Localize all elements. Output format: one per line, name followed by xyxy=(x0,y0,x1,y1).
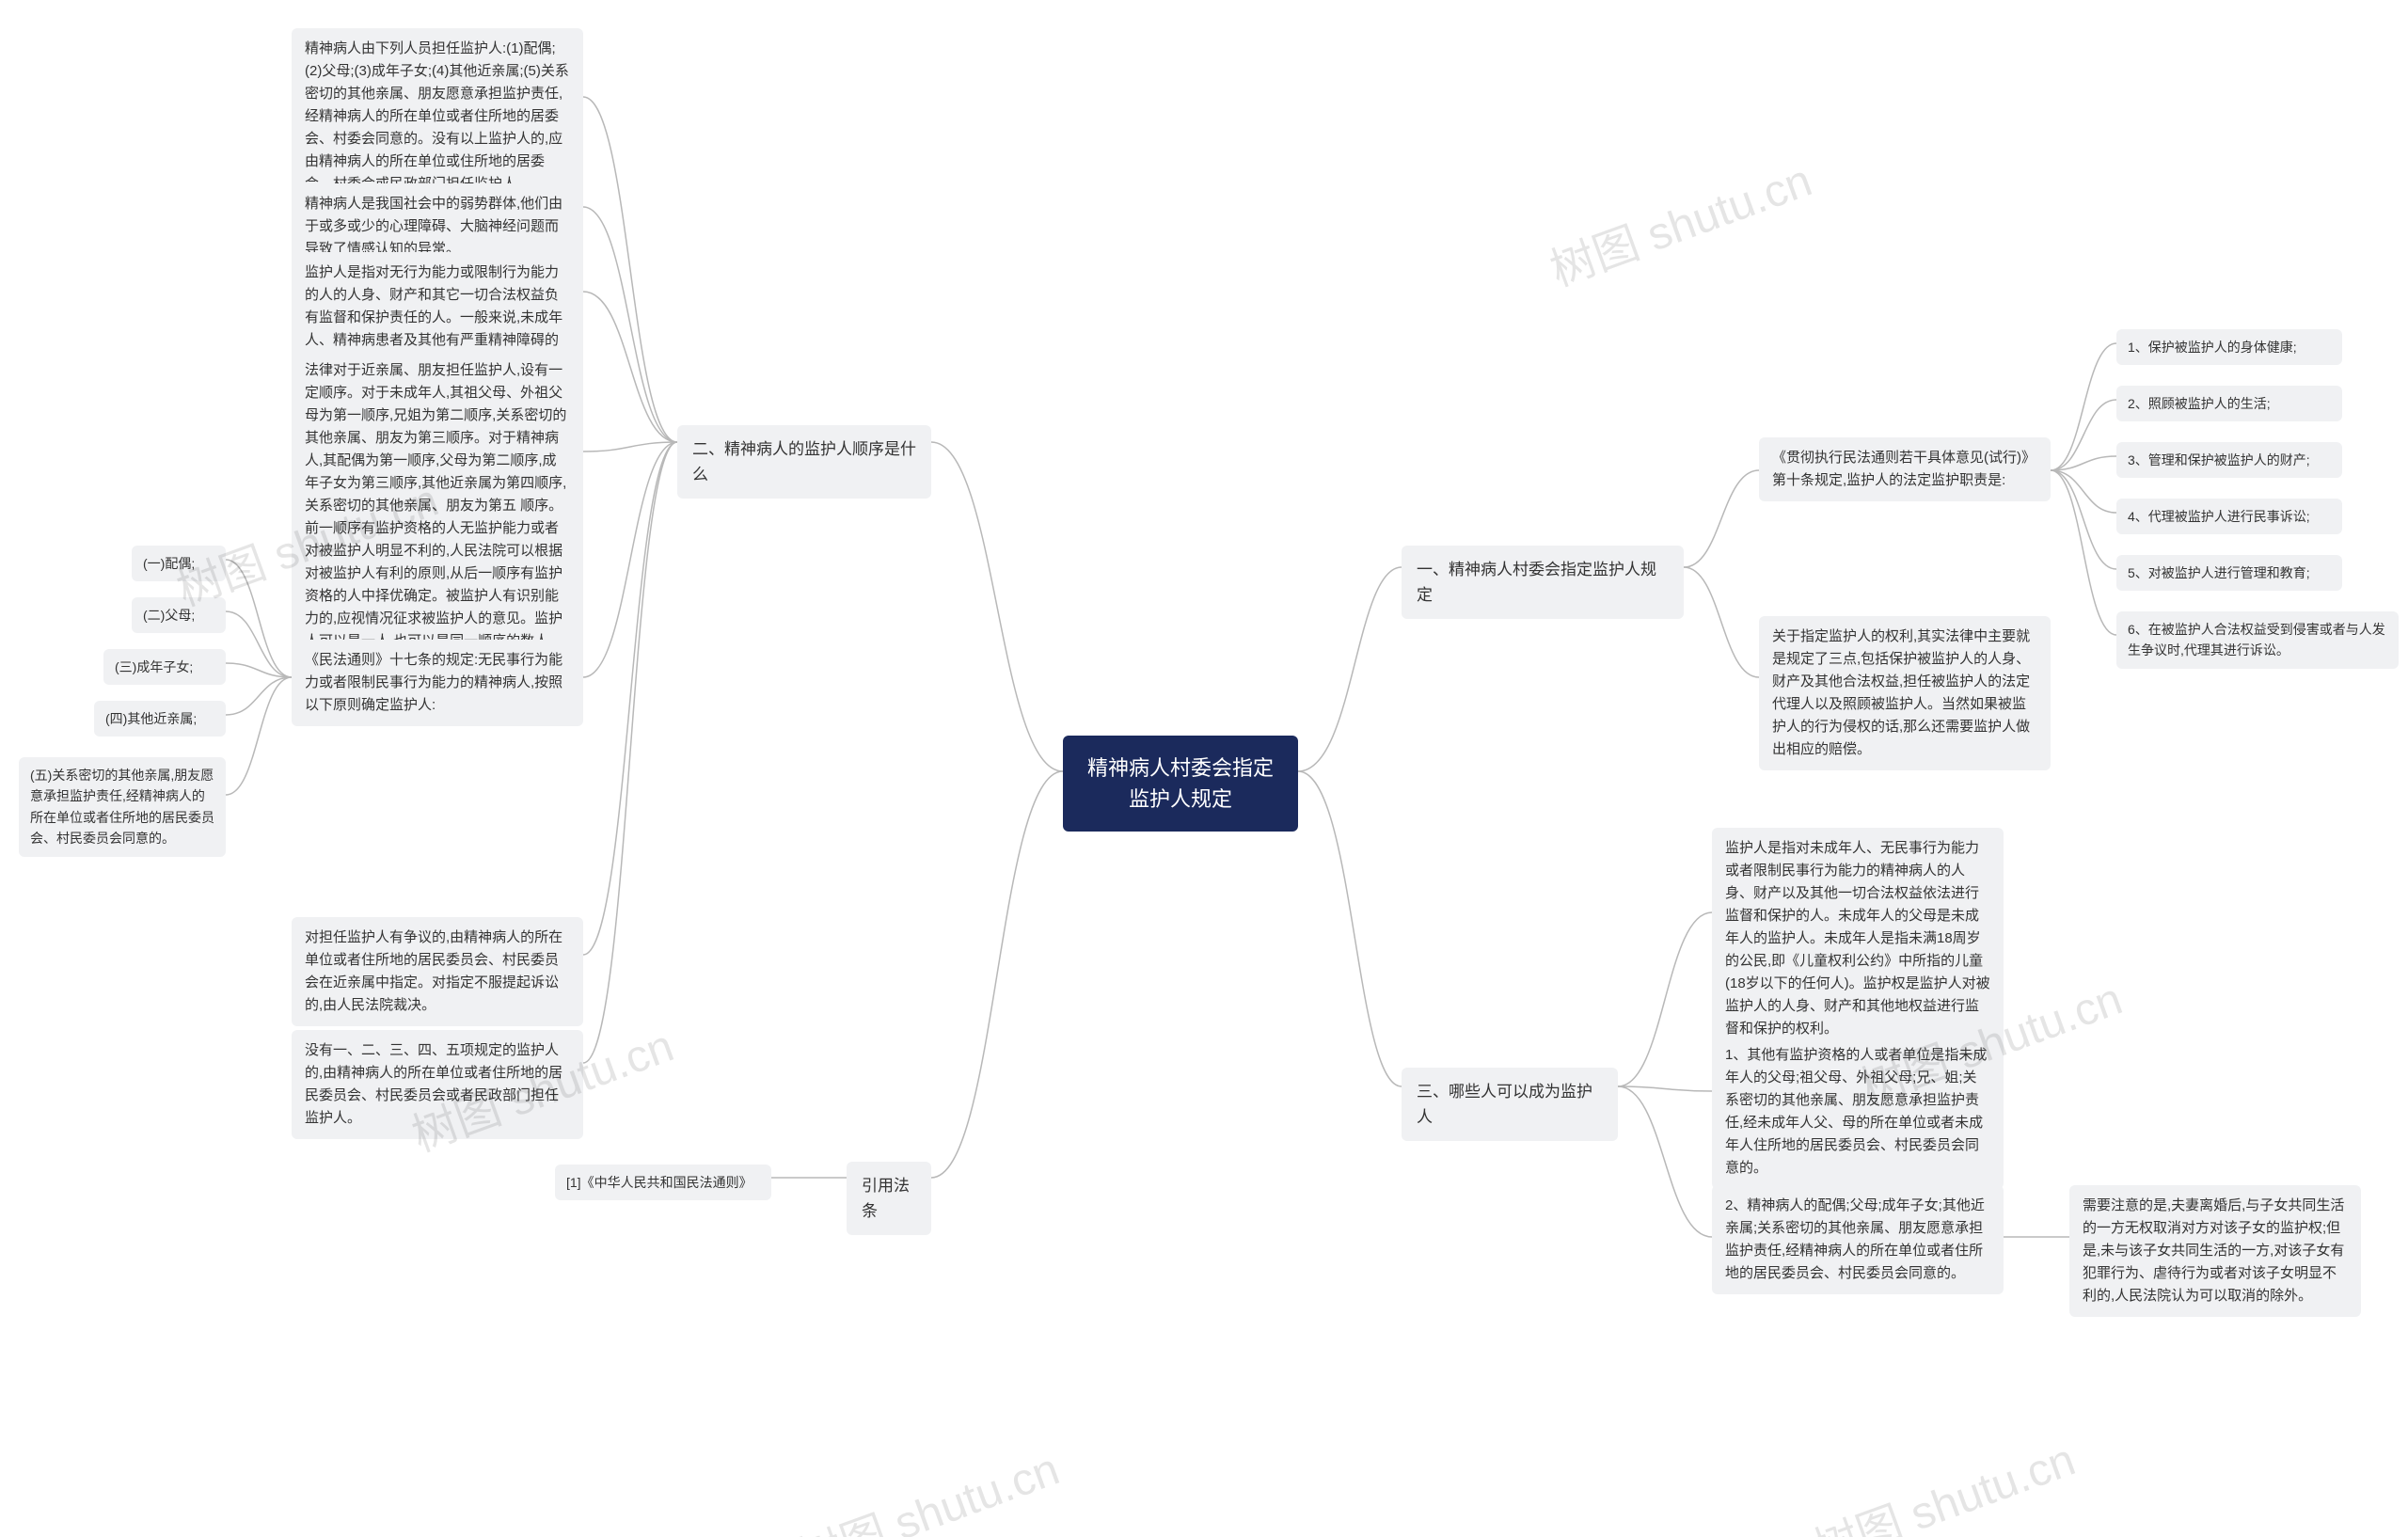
section-1-child-a[interactable]: 《贯彻执行民法通则若干具体意见(试行)》第十条规定,监护人的法定监护职责是: xyxy=(1759,437,2051,501)
rule-option-4[interactable]: (四)其他近亲属; xyxy=(94,701,226,737)
section-1-title[interactable]: 一、精神病人村委会指定监护人规定 xyxy=(1402,546,1684,619)
watermark: 树图 shutu.cn xyxy=(1803,1422,2083,1537)
duty-item-4[interactable]: 4、代理被监护人进行民事诉讼; xyxy=(2116,499,2342,534)
section-3-child-a[interactable]: 监护人是指对未成年人、无民事行为能力或者限制民事行为能力的精神病人的人身、财产以… xyxy=(1712,828,2004,1050)
section-3-child-c-note[interactable]: 需要注意的是,夫妻离婚后,与子女共同生活的一方无权取消对方对该子女的监护权;但是… xyxy=(2069,1185,2361,1317)
rule-option-5[interactable]: (五)关系密切的其他亲属,朋友愿意承担监护责任,经精神病人的所在单位或者住所地的… xyxy=(19,757,226,857)
law-title[interactable]: 引用法条 xyxy=(847,1162,931,1235)
section-1-child-b[interactable]: 关于指定监护人的权利,其实法律中主要就是规定了三点,包括保护被监护人的人身、财产… xyxy=(1759,616,2051,770)
section-2-para-1[interactable]: 精神病人由下列人员担任监护人:(1)配偶;(2)父母;(3)成年子女;(4)其他… xyxy=(292,28,583,205)
rule-option-2[interactable]: (二)父母; xyxy=(132,597,226,633)
rule-option-1[interactable]: (一)配偶; xyxy=(132,546,226,581)
section-2-title[interactable]: 二、精神病人的监护人顺序是什么 xyxy=(677,425,931,499)
mindmap-canvas: 精神病人村委会指定监护人规定 一、精神病人村委会指定监护人规定 《贯彻执行民法通… xyxy=(0,0,2408,1537)
section-2-rule[interactable]: 《民法通则》十七条的规定:无民事行为能力或者限制民事行为能力的精神病人,按照以下… xyxy=(292,640,583,726)
section-3-title[interactable]: 三、哪些人可以成为监护人 xyxy=(1402,1068,1618,1141)
law-ref[interactable]: [1]《中华人民共和国民法通则》 xyxy=(555,1165,771,1200)
section-2-para-4[interactable]: 法律对于近亲属、朋友担任监护人,设有一定顺序。对于未成年人,其祖父母、外祖父母为… xyxy=(292,350,583,662)
watermark: 树图 shutu.cn xyxy=(787,1432,1067,1537)
duty-item-1[interactable]: 1、保护被监护人的身体健康; xyxy=(2116,329,2342,365)
duty-item-3[interactable]: 3、管理和保护被监护人的财产; xyxy=(2116,442,2342,478)
section-2-extra-2[interactable]: 没有一、二、三、四、五项规定的监护人的,由精神病人的所在单位或者住所地的居民委员… xyxy=(292,1030,583,1139)
section-3-child-b[interactable]: 1、其他有监护资格的人或者单位是指未成年人的父母;祖父母、外祖父母;兄、姐;关系… xyxy=(1712,1035,2004,1189)
root-node[interactable]: 精神病人村委会指定监护人规定 xyxy=(1063,736,1298,832)
section-3-child-c[interactable]: 2、精神病人的配偶;父母;成年子女;其他近亲属;关系密切的其他亲属、朋友愿意承担… xyxy=(1712,1185,2004,1294)
duty-item-6[interactable]: 6、在被监护人合法权益受到侵害或者与人发生争议时,代理其进行诉讼。 xyxy=(2116,611,2399,669)
duty-item-2[interactable]: 2、照顾被监护人的生活; xyxy=(2116,386,2342,421)
section-2-extra-1[interactable]: 对担任监护人有争议的,由精神病人的所在单位或者住所地的居民委员会、村民委员会在近… xyxy=(292,917,583,1026)
rule-option-3[interactable]: (三)成年子女; xyxy=(103,649,226,685)
duty-item-5[interactable]: 5、对被监护人进行管理和教育; xyxy=(2116,555,2342,591)
watermark: 树图 shutu.cn xyxy=(1540,143,1819,298)
